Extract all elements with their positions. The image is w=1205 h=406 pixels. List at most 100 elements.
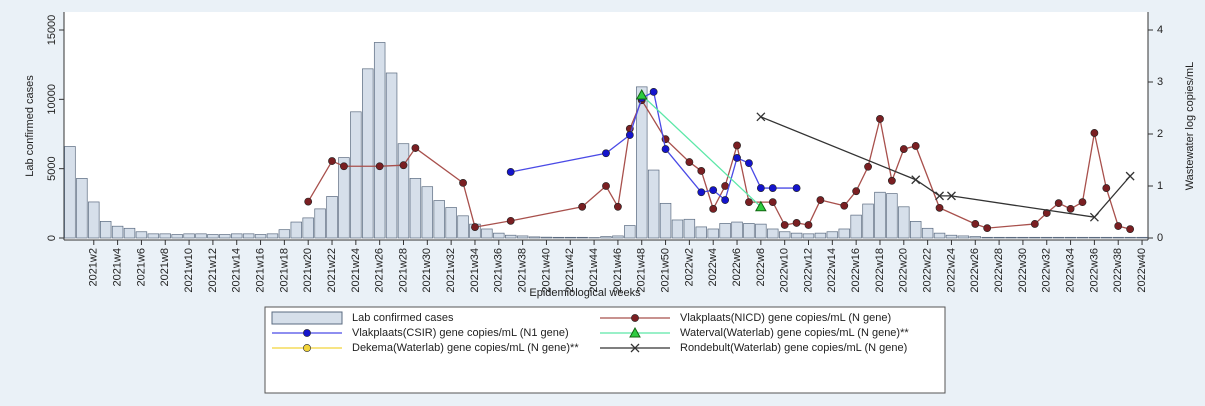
bar (636, 86, 648, 239)
bar (969, 236, 981, 239)
data-point (946, 191, 956, 201)
data-point (506, 216, 515, 225)
plot-area (64, 12, 1148, 240)
bar (99, 221, 112, 239)
bar (838, 228, 850, 239)
bar (683, 218, 696, 239)
legend (264, 306, 946, 394)
bar (612, 235, 624, 239)
bar (159, 233, 171, 239)
x-tick-label: 2021w32 (445, 248, 457, 293)
y-tick-label: 10000 (46, 84, 58, 115)
data-point (685, 158, 694, 166)
bar (290, 221, 302, 239)
x-tick-label: 2022w38 (1112, 248, 1124, 293)
data-point (1126, 225, 1135, 234)
legend-marker (631, 314, 639, 322)
x-tick-label: 2021w46 (612, 248, 624, 293)
x-tick-label: 2022w8 (755, 248, 767, 287)
data-point (911, 142, 920, 150)
y-axis-title: Lab confirmed cases (24, 75, 36, 177)
x-tick-label: 2021w12 (207, 248, 219, 293)
x-tick-label: 2022w30 (1017, 248, 1029, 293)
y2-tick-label: 3 (1157, 76, 1163, 88)
data-point (876, 115, 884, 123)
bar (231, 233, 243, 239)
x-tick-label: 2021w24 (350, 248, 362, 293)
data-point (602, 149, 610, 158)
y-tick-label: 15000 (46, 15, 58, 46)
bar (481, 228, 493, 239)
x-tick-label: 2022w40 (1136, 248, 1148, 293)
legend-label: Vlakplaats(NICD) gene copies/mL (N gene) (680, 312, 891, 324)
legend-label: Lab confirmed cases (352, 312, 454, 324)
data-point (578, 202, 587, 211)
bar (921, 227, 934, 239)
data-point (733, 154, 741, 162)
x-tick-label: 2022w26 (969, 248, 981, 293)
bar (886, 193, 898, 239)
bar (1076, 236, 1089, 239)
bar (814, 232, 827, 239)
data-point (340, 162, 348, 171)
x-tick-label: 2022w6 (731, 248, 743, 287)
data-point (697, 167, 706, 175)
bar (850, 214, 862, 239)
data-point (625, 131, 634, 139)
data-point (1078, 198, 1087, 207)
data-point (768, 198, 777, 207)
bar (266, 233, 279, 239)
bar (1005, 236, 1017, 239)
x-tick-label: 2022w2 (683, 248, 695, 287)
bar (552, 236, 565, 239)
data-point (756, 112, 766, 122)
bar (516, 235, 529, 239)
x-tick-label: 2021w28 (397, 248, 409, 293)
data-point (756, 184, 765, 192)
bar (76, 178, 88, 239)
y-tick-label: 5000 (46, 156, 58, 180)
x-tick-label: 2021w20 (302, 248, 314, 293)
data-point (755, 200, 767, 212)
x-tick-label: 2021w44 (588, 248, 600, 293)
data-point (709, 204, 718, 213)
x-tick-label: 2021w2 (88, 248, 100, 287)
bar (945, 234, 958, 239)
x-tick-label: 2021w6 (135, 248, 147, 287)
bar (1088, 236, 1101, 239)
data-point (1030, 220, 1039, 228)
x-tick-label: 2021w34 (469, 248, 481, 293)
data-point (459, 178, 467, 187)
data-point (649, 87, 658, 96)
data-point (1114, 222, 1123, 230)
y2-tick-label: 0 (1157, 232, 1163, 244)
x-tick-label: 2022w24 (945, 248, 957, 293)
data-point (635, 88, 648, 100)
bar (576, 236, 588, 239)
bar (755, 223, 767, 239)
data-point (733, 141, 741, 150)
legend-label: Rondebult(Waterlab) gene copies/mL (N ge… (680, 342, 907, 354)
bar (778, 231, 791, 239)
x-tick-label: 2021w18 (278, 248, 290, 293)
bar (207, 234, 219, 239)
bar (910, 221, 922, 239)
data-point (661, 145, 670, 153)
bar (397, 143, 410, 239)
data-point (1090, 129, 1099, 137)
bar (1100, 236, 1113, 239)
series-line (641, 94, 762, 208)
bar (933, 232, 946, 239)
x-tick-label: 2021w10 (183, 248, 195, 293)
bar (624, 225, 636, 239)
bar (719, 223, 731, 239)
bar (1064, 236, 1077, 239)
bar (981, 236, 993, 239)
x-tick-label: 2021w50 (659, 248, 671, 293)
bar (695, 226, 708, 239)
y-tick-label: 0 (46, 235, 58, 241)
bar (600, 236, 612, 239)
data-point (852, 187, 861, 196)
x-tick-label: 2022w12 (802, 248, 814, 293)
x-tick-label: 2022w18 (874, 248, 886, 293)
